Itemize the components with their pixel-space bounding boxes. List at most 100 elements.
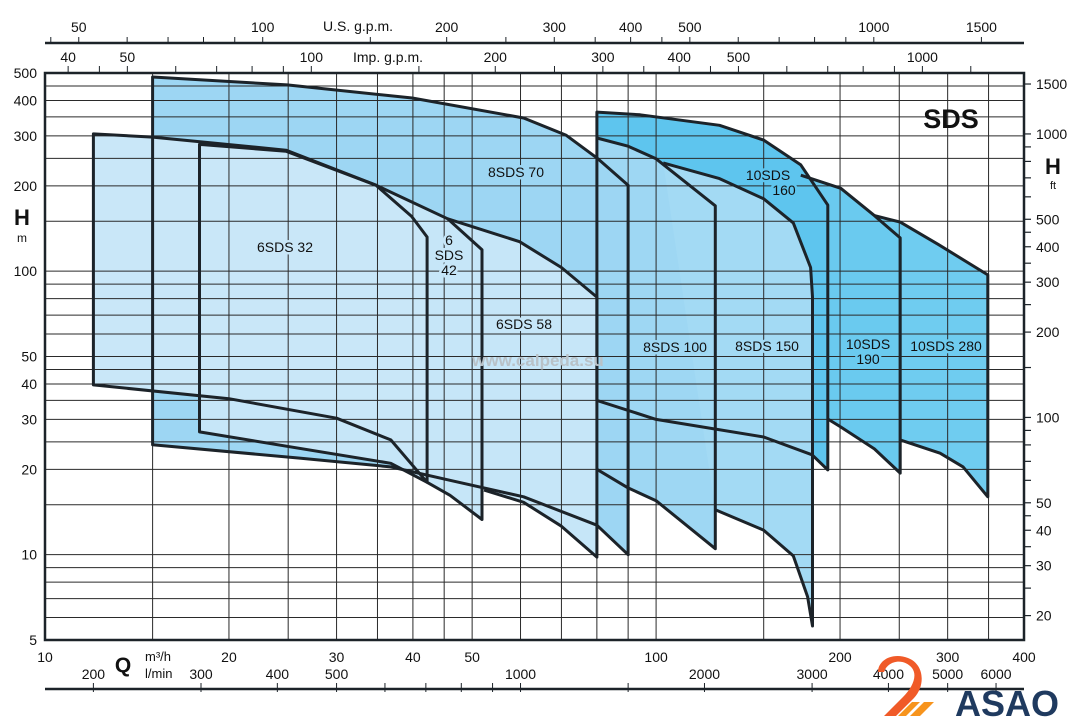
y-ft-tick-label: 1500 xyxy=(1036,76,1067,92)
pump-outline-8sds100 xyxy=(596,136,717,551)
usgpm-tick-label: 300 xyxy=(543,19,567,35)
y-axis-ft-unit: ft xyxy=(1050,180,1056,192)
x-tick-label: 300 xyxy=(936,649,960,665)
usgpm-axis-title: U.S. g.p.m. xyxy=(323,18,393,34)
pump-label: SDS xyxy=(435,247,464,263)
pump-label: 10SDS xyxy=(846,336,890,352)
x-tick-label: 30 xyxy=(329,649,345,665)
pump-region-6sds58 xyxy=(447,218,597,558)
y-ft-tick-label: 300 xyxy=(1036,274,1060,290)
lmin-tick-label: 2000 xyxy=(689,666,720,682)
pump-label: 42 xyxy=(441,262,457,278)
usgpm-tick-label: 50 xyxy=(71,19,87,35)
y-tick-label: 30 xyxy=(21,411,37,427)
pump-label: 8SDS 150 xyxy=(735,338,799,354)
pump-outline-6sds58 xyxy=(447,217,599,559)
lmin-tick-label: 3000 xyxy=(797,666,828,682)
y-ft-tick-label: 400 xyxy=(1036,239,1060,255)
lmin-tick-label: 200 xyxy=(82,666,106,682)
usgpm-tick-label: 100 xyxy=(251,19,275,35)
lmin-tick-label: 300 xyxy=(189,666,213,682)
pump-outline-10sds190 xyxy=(800,173,902,475)
impgpm-tick-label: 500 xyxy=(727,49,751,65)
x-tick-label: 200 xyxy=(828,649,852,665)
y-axis-title: H xyxy=(14,205,30,230)
usgpm-tick-label: 1000 xyxy=(858,19,889,35)
impgpm-axis-title: Imp. g.p.m. xyxy=(353,49,423,65)
y-ft-tick-label: 100 xyxy=(1036,409,1060,425)
y-tick-label: 50 xyxy=(21,349,37,365)
x-tick-label: 100 xyxy=(644,649,668,665)
pump-outline-10sds280 xyxy=(874,214,990,499)
y-ft-tick-label: 50 xyxy=(1036,495,1052,511)
y-tick-label: 200 xyxy=(14,178,38,194)
logo-stripe-icon xyxy=(910,702,934,716)
pump-label: 10SDS 280 xyxy=(910,338,982,354)
grid-lines xyxy=(44,72,1025,641)
y-ft-tick-label: 500 xyxy=(1036,211,1060,227)
logo-stripe-icon xyxy=(898,702,920,716)
pump-label: 8SDS 100 xyxy=(643,339,707,355)
x-tick-label: 20 xyxy=(221,649,237,665)
y-tick-label: 100 xyxy=(14,263,38,279)
pump-label: 8SDS 70 xyxy=(488,164,544,180)
impgpm-tick-label: 50 xyxy=(120,49,136,65)
impgpm-tick-label: 200 xyxy=(484,49,508,65)
logo-mark-icon xyxy=(878,655,922,716)
chart-title: SDS xyxy=(923,104,979,134)
lmin-tick-label: 4000 xyxy=(873,666,904,682)
plot-frame xyxy=(43,71,1026,642)
y-tick-label: 500 xyxy=(14,65,38,81)
lmin-tick-label: 5000 xyxy=(932,666,963,682)
y-ft-tick-label: 20 xyxy=(1036,608,1052,624)
pump-label: 6SDS 58 xyxy=(496,316,552,332)
y-ft-tick-label: 200 xyxy=(1036,324,1060,340)
pump-outline-8sds150 xyxy=(662,161,814,628)
pump-outline-8sds70 xyxy=(151,75,630,557)
x-tick-label: 40 xyxy=(405,649,421,665)
pump-label: 6SDS 32 xyxy=(257,239,313,255)
usgpm-tick-label: 400 xyxy=(619,19,643,35)
impgpm-tick-label: 100 xyxy=(300,49,324,65)
impgpm-tick-label: 40 xyxy=(60,49,76,65)
lmin-tick-label: 6000 xyxy=(980,666,1011,682)
y-tick-label: 20 xyxy=(21,461,37,477)
y-tick-label: 5 xyxy=(29,632,37,648)
axes: 5004003002001005040302010515001000500400… xyxy=(14,19,1067,692)
watermark: www.calpeda.su xyxy=(471,351,604,370)
y-tick-label: 300 xyxy=(14,128,38,144)
usgpm-tick-label: 500 xyxy=(678,19,702,35)
pump-label: 190 xyxy=(856,351,880,367)
pump-outline-6sds32 xyxy=(91,132,429,484)
logo-text: ASAO xyxy=(955,683,1059,718)
pump-outlines xyxy=(91,75,990,628)
pump-outline-10sds160 xyxy=(595,110,830,472)
pump-label: 10SDS xyxy=(746,167,790,183)
impgpm-tick-label: 1000 xyxy=(907,49,938,65)
y-ft-tick-label: 40 xyxy=(1036,522,1052,538)
x-axis-unit: m³/h xyxy=(145,649,171,664)
y-axis-unit: m xyxy=(17,231,27,245)
lmin-tick-label: 500 xyxy=(325,666,349,682)
pump-region-8sds150 xyxy=(663,162,813,626)
x-axis-title: Q xyxy=(115,654,131,677)
asao-logo: ASAO xyxy=(878,655,1059,718)
pump-label: 6 xyxy=(445,232,453,248)
y-axis-ft-title: H xyxy=(1045,154,1061,179)
x-tick-label: 50 xyxy=(464,649,480,665)
usgpm-tick-label: 1500 xyxy=(966,19,997,35)
y-ft-tick-label: 1000 xyxy=(1036,126,1067,142)
impgpm-tick-label: 400 xyxy=(668,49,692,65)
lmin-tick-label: 400 xyxy=(266,666,290,682)
impgpm-tick-label: 300 xyxy=(591,49,615,65)
y-tick-label: 40 xyxy=(21,376,37,392)
lmin-tick-label: 1000 xyxy=(505,666,536,682)
x-tick-label: 400 xyxy=(1012,649,1036,665)
x-tick-label: 10 xyxy=(37,649,53,665)
y-ft-tick-label: 30 xyxy=(1036,558,1052,574)
y-tick-label: 400 xyxy=(14,92,38,108)
y-tick-label: 10 xyxy=(21,547,37,563)
x-axis-lmin-unit: l/min xyxy=(145,666,172,681)
